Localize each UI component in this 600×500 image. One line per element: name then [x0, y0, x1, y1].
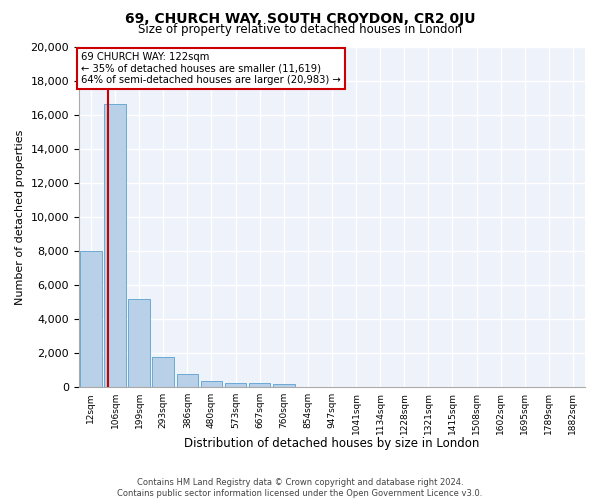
- Bar: [152, 358, 174, 387]
- Y-axis label: Number of detached properties: Number of detached properties: [15, 129, 25, 304]
- Bar: [200, 382, 222, 387]
- X-axis label: Distribution of detached houses by size in London: Distribution of detached houses by size …: [184, 437, 479, 450]
- Bar: [273, 384, 295, 387]
- Text: Size of property relative to detached houses in London: Size of property relative to detached ho…: [138, 22, 462, 36]
- Bar: [80, 251, 102, 387]
- Text: 69 CHURCH WAY: 122sqm
← 35% of detached houses are smaller (11,619)
64% of semi-: 69 CHURCH WAY: 122sqm ← 35% of detached …: [82, 52, 341, 85]
- Bar: [176, 374, 198, 387]
- Text: Contains HM Land Registry data © Crown copyright and database right 2024.
Contai: Contains HM Land Registry data © Crown c…: [118, 478, 482, 498]
- Bar: [104, 104, 126, 387]
- Bar: [249, 384, 271, 387]
- Bar: [128, 298, 150, 387]
- Text: 69, CHURCH WAY, SOUTH CROYDON, CR2 0JU: 69, CHURCH WAY, SOUTH CROYDON, CR2 0JU: [125, 12, 475, 26]
- Bar: [225, 382, 247, 387]
